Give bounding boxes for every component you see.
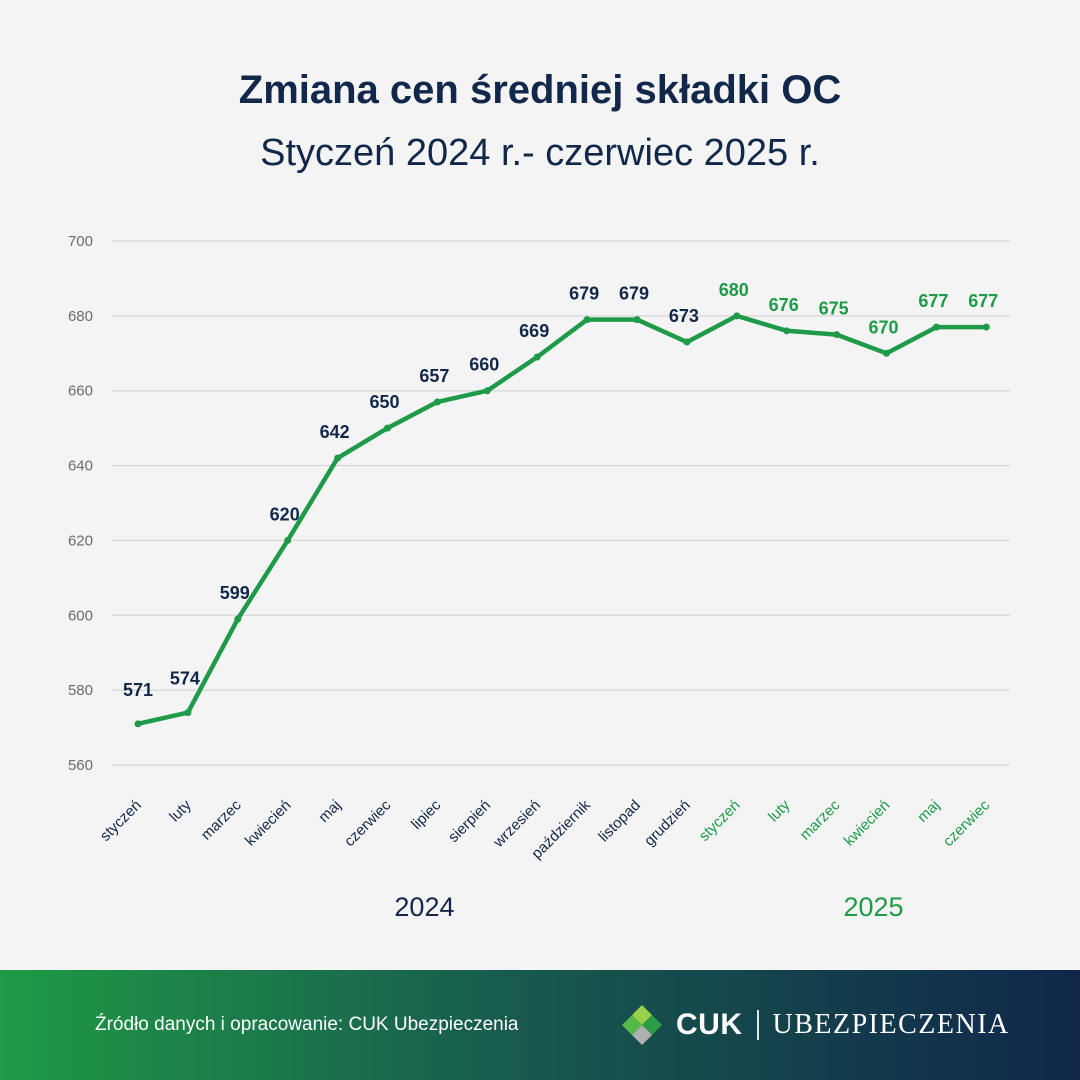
data-point	[833, 331, 841, 339]
data-point	[783, 327, 791, 335]
data-points	[134, 312, 990, 728]
y-axis-ticks: 560 580 600 620 640 660 680 700	[68, 233, 93, 774]
data-point	[733, 312, 741, 320]
data-point	[633, 316, 641, 324]
x-tick-label: kwiecień	[242, 797, 295, 850]
x-tick-label: grudzień	[641, 797, 694, 850]
y-tick-label: 640	[68, 458, 93, 475]
x-tick-label: styczeń	[97, 797, 145, 845]
year-label: 2024	[394, 892, 454, 922]
x-tick-label: luty	[166, 796, 195, 825]
source-note: Źródło danych i opracowanie: CUK Ubezpie…	[95, 1014, 519, 1035]
data-label: 599	[220, 583, 250, 603]
y-tick-label: 660	[68, 383, 93, 400]
footer-bar: Źródło danych i opracowanie: CUK Ubezpie…	[0, 970, 1080, 1080]
data-label: 574	[170, 669, 200, 689]
data-point	[683, 338, 691, 346]
gridlines	[112, 240, 1010, 766]
data-point	[932, 323, 940, 331]
data-point	[234, 615, 242, 623]
data-labels: 571 574 599 620 642 650 657 660 669 679 679 673 680 6…	[123, 280, 998, 700]
y-tick-label: 600	[68, 607, 93, 624]
y-tick-label: 700	[68, 233, 93, 250]
year-label: 2025	[844, 892, 904, 922]
x-tick-label: czerwiec	[940, 796, 994, 850]
data-label: 677	[918, 291, 948, 311]
chart-title: Zmiana cen średniej składki OC	[238, 68, 842, 112]
x-tick-label: maj	[315, 797, 344, 826]
data-point	[583, 316, 591, 324]
chart-subtitle: Styczeń 2024 r.- czerwiec 2025 r.	[260, 132, 820, 174]
data-label: 679	[619, 284, 649, 304]
x-tick-label: luty	[765, 796, 794, 825]
data-label: 679	[569, 284, 599, 304]
cuk-diamond-icon	[622, 1005, 662, 1045]
data-label: 620	[270, 504, 300, 524]
data-point	[334, 454, 342, 462]
data-label: 676	[769, 295, 799, 315]
x-tick-label: styczeń	[696, 797, 744, 845]
logo-divider	[756, 1010, 759, 1040]
data-label: 650	[369, 392, 399, 412]
x-tick-label: marzec	[797, 796, 844, 843]
data-label: 680	[719, 280, 749, 300]
logo-brand-text: CUK	[676, 1008, 743, 1041]
x-tick-label: marzec	[198, 796, 245, 843]
x-tick-label: czerwiec	[341, 796, 395, 850]
series-polyline	[135, 313, 989, 727]
series-line	[135, 313, 989, 727]
data-label: 571	[123, 680, 153, 700]
x-tick-label: maj	[914, 797, 943, 826]
data-point	[982, 323, 990, 331]
line-chart: 560 580 600 620 640 660 680 700 571 574 599 620 642…	[68, 233, 1010, 922]
data-point	[284, 536, 292, 544]
y-tick-label: 620	[68, 532, 93, 549]
year-labels: 2024 2025	[394, 892, 903, 922]
data-point	[184, 709, 192, 717]
logo-sub-text: UBEZPIECZENIA	[772, 1009, 1010, 1040]
y-tick-label: 680	[68, 308, 93, 325]
y-tick-label: 580	[68, 682, 93, 699]
data-point	[384, 424, 391, 432]
x-tick-label: sierpień	[445, 797, 494, 846]
x-tick-label: kwiecień	[841, 797, 894, 850]
data-label: 673	[669, 306, 699, 326]
data-label: 660	[469, 355, 499, 375]
data-point	[533, 353, 541, 361]
cuk-logo: CUK UBEZPIECZENIA	[620, 1000, 1010, 1050]
data-point	[883, 349, 890, 357]
data-label: 670	[868, 317, 898, 337]
data-point	[483, 387, 491, 395]
data-label: 677	[968, 291, 998, 311]
x-tick-label: listopad	[595, 797, 644, 846]
x-tick-label: lipiec	[408, 796, 445, 833]
data-label: 675	[819, 299, 849, 319]
data-point	[134, 720, 142, 728]
y-tick-label: 560	[68, 757, 93, 774]
data-label: 669	[519, 321, 549, 341]
data-point	[433, 398, 441, 406]
data-label: 657	[419, 366, 449, 386]
data-label: 642	[320, 422, 350, 442]
